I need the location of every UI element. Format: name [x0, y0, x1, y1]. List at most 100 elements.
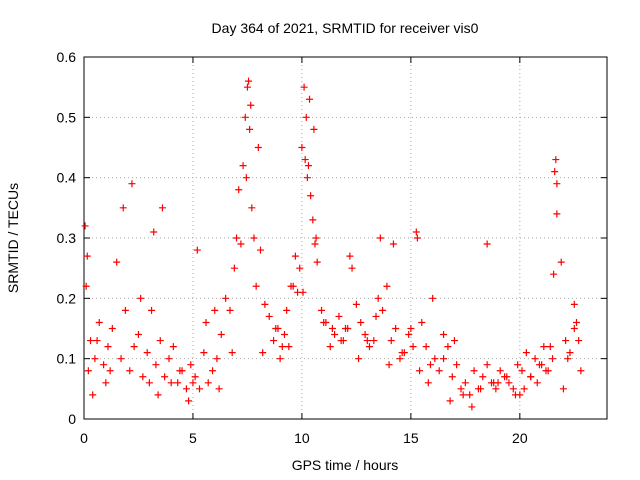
- data-point: [352, 300, 360, 308]
- data-point: [309, 216, 317, 224]
- data-point: [570, 325, 578, 332]
- data-point: [222, 294, 230, 302]
- y-axis-label: SRMTID / TECUs: [5, 183, 21, 293]
- data-point: [483, 240, 491, 248]
- data-point: [538, 361, 546, 369]
- data-point: [313, 258, 321, 266]
- data-point: [550, 270, 558, 278]
- data-point: [104, 343, 112, 351]
- data-point: [320, 318, 328, 326]
- data-point: [461, 379, 469, 387]
- data-point: [533, 379, 541, 387]
- data-point: [409, 343, 417, 351]
- data-point: [479, 373, 487, 381]
- data-point: [542, 367, 550, 375]
- data-point: [307, 192, 315, 200]
- data-point: [296, 264, 304, 272]
- data-point: [363, 337, 371, 345]
- data-point: [492, 385, 500, 393]
- data-point: [385, 361, 393, 369]
- data-point: [376, 234, 384, 242]
- data-point: [370, 337, 378, 345]
- data-point: [289, 282, 297, 290]
- data-point: [477, 385, 485, 393]
- data-point: [250, 234, 258, 242]
- data-point: [202, 318, 210, 326]
- data-point: [126, 367, 134, 375]
- data-point: [185, 397, 193, 405]
- data-point: [357, 318, 365, 326]
- data-point: [243, 83, 251, 91]
- data-point: [169, 343, 177, 351]
- data-point: [355, 355, 363, 363]
- data-point: [383, 282, 391, 290]
- data-point: [311, 240, 319, 248]
- data-point: [84, 367, 92, 375]
- data-point: [531, 355, 539, 363]
- data-point: [257, 246, 265, 254]
- data-point: [540, 343, 548, 351]
- data-point: [413, 234, 421, 242]
- data-point: [211, 306, 219, 314]
- data-point: [365, 343, 373, 351]
- data-point: [559, 385, 567, 393]
- data-point: [457, 385, 465, 393]
- x-axis-label: GPS time / hours: [292, 457, 399, 473]
- data-point: [520, 385, 528, 393]
- data-point: [87, 337, 95, 345]
- data-points: [81, 77, 585, 411]
- data-point: [213, 355, 221, 363]
- data-point: [139, 373, 147, 381]
- data-point: [453, 361, 461, 369]
- data-point: [89, 391, 97, 399]
- data-point: [165, 355, 173, 363]
- data-point: [552, 156, 560, 164]
- x-tick-label: 5: [189, 430, 197, 446]
- data-point: [245, 77, 253, 85]
- data-point: [200, 349, 208, 357]
- data-point: [440, 355, 448, 363]
- data-point: [247, 101, 255, 109]
- data-point: [106, 367, 114, 375]
- data-point: [514, 361, 522, 369]
- data-point: [412, 228, 420, 236]
- data-point: [553, 180, 561, 188]
- data-point: [553, 210, 561, 218]
- data-point: [150, 228, 158, 236]
- data-point: [348, 264, 356, 272]
- data-point: [217, 331, 225, 339]
- data-point: [83, 252, 91, 260]
- data-point: [230, 264, 238, 272]
- data-point: [557, 258, 565, 266]
- data-point: [261, 300, 269, 308]
- data-point: [283, 306, 291, 314]
- data-point: [191, 373, 199, 381]
- data-point: [241, 113, 249, 121]
- data-point: [444, 343, 452, 351]
- data-point: [228, 349, 236, 357]
- data-point: [310, 125, 318, 133]
- data-point: [195, 385, 203, 393]
- data-point: [233, 234, 241, 242]
- data-point: [108, 325, 116, 332]
- data-point: [459, 391, 467, 399]
- axis-ticks: [83, 56, 607, 420]
- data-point: [429, 294, 437, 302]
- data-point: [304, 162, 312, 170]
- data-point: [511, 391, 519, 399]
- data-point: [303, 174, 311, 182]
- data-point: [137, 294, 145, 302]
- data-point: [318, 306, 326, 314]
- data-point: [551, 168, 559, 176]
- data-point: [346, 252, 354, 260]
- data-point: [226, 306, 234, 314]
- data-point: [503, 373, 511, 381]
- data-point: [176, 367, 184, 375]
- data-point: [143, 349, 151, 357]
- data-point: [470, 367, 478, 375]
- data-point: [564, 355, 572, 363]
- data-point: [82, 282, 90, 290]
- y-tick-label: 0.1: [57, 351, 77, 367]
- data-point: [361, 331, 369, 339]
